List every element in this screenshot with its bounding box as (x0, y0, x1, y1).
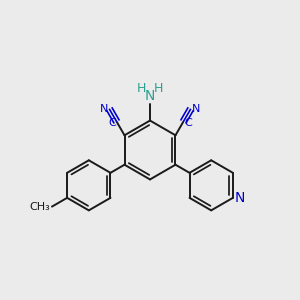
Text: N: N (192, 104, 200, 114)
Text: C: C (108, 118, 116, 128)
Text: C: C (184, 118, 192, 128)
Text: N: N (234, 191, 245, 205)
Text: N: N (100, 104, 108, 114)
Text: H: H (137, 82, 146, 95)
Text: H: H (154, 82, 163, 95)
Text: CH₃: CH₃ (30, 202, 50, 212)
Text: N: N (145, 89, 155, 103)
